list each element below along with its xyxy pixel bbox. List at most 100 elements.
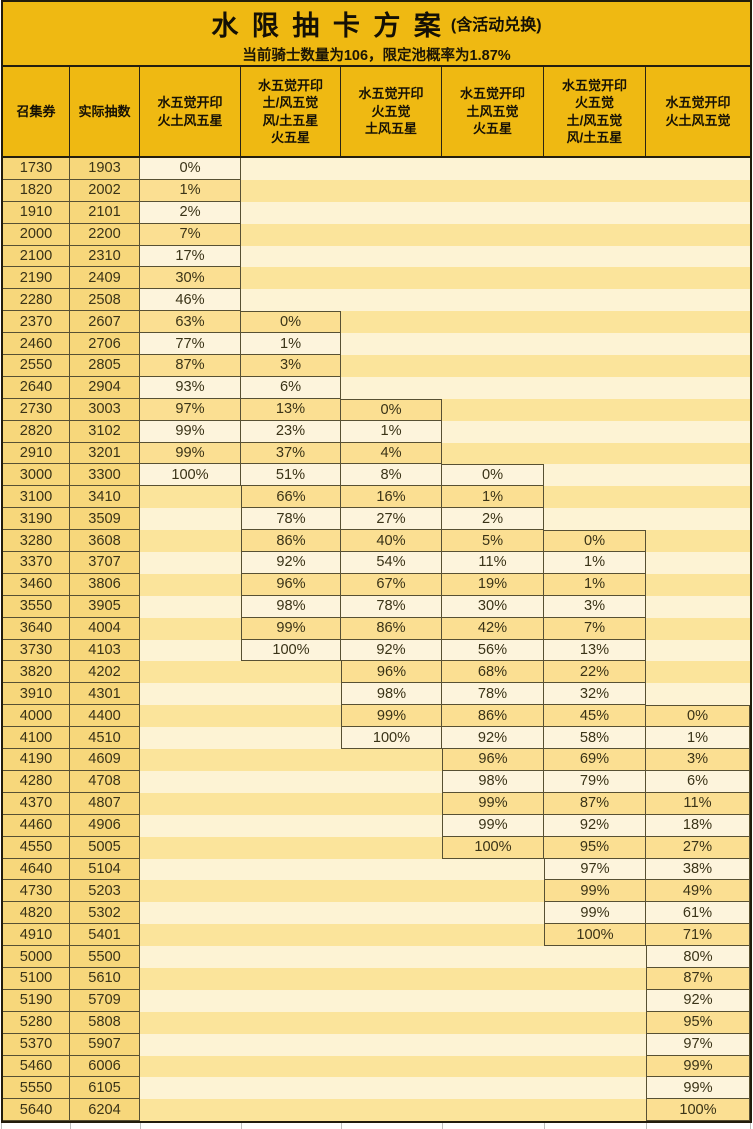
- ticket-cell[interactable]: 5370: [3, 1033, 70, 1056]
- empty-cell[interactable]: [140, 967, 241, 990]
- probability-cell[interactable]: 2%: [140, 201, 241, 224]
- empty-cell[interactable]: [140, 814, 241, 837]
- probability-cell[interactable]: 99%: [442, 792, 544, 815]
- empty-cell[interactable]: [341, 289, 442, 312]
- empty-cell[interactable]: [646, 508, 750, 531]
- empty-cell[interactable]: [241, 792, 341, 815]
- empty-cell[interactable]: [442, 333, 544, 356]
- empty-cell[interactable]: [544, 1055, 646, 1078]
- empty-cell[interactable]: [140, 530, 241, 553]
- probability-cell[interactable]: 13%: [544, 639, 646, 662]
- actual-pulls-cell[interactable]: 6105: [70, 1077, 140, 1100]
- actual-pulls-cell[interactable]: 3102: [70, 420, 140, 443]
- empty-cell[interactable]: [341, 749, 442, 771]
- empty-cell[interactable]: [140, 924, 241, 947]
- ticket-cell[interactable]: 1820: [3, 179, 70, 202]
- empty-cell[interactable]: [544, 989, 646, 1012]
- empty-cell[interactable]: [241, 661, 341, 684]
- actual-pulls-cell[interactable]: 5104: [70, 858, 140, 881]
- ticket-cell[interactable]: 2280: [3, 289, 70, 312]
- empty-cell[interactable]: [140, 880, 241, 903]
- column-header-plan-5[interactable]: 水五觉开印 火五觉 土/风五觉 风/土五星: [544, 67, 646, 156]
- actual-pulls-cell[interactable]: 5005: [70, 836, 140, 859]
- probability-cell[interactable]: 7%: [140, 223, 241, 246]
- actual-pulls-cell[interactable]: 5302: [70, 902, 140, 925]
- empty-cell[interactable]: [341, 946, 442, 968]
- empty-cell[interactable]: [140, 727, 241, 750]
- ticket-cell[interactable]: 4640: [3, 858, 70, 881]
- empty-cell[interactable]: [442, 179, 544, 202]
- ticket-cell[interactable]: 3550: [3, 595, 70, 618]
- actual-pulls-cell[interactable]: 1903: [70, 158, 140, 180]
- ticket-cell[interactable]: 3640: [3, 617, 70, 640]
- actual-pulls-cell[interactable]: 5500: [70, 946, 140, 968]
- empty-cell[interactable]: [140, 617, 241, 640]
- empty-cell[interactable]: [544, 508, 646, 531]
- ticket-cell[interactable]: 1730: [3, 158, 70, 180]
- probability-cell[interactable]: 68%: [442, 661, 544, 684]
- empty-cell[interactable]: [341, 333, 442, 356]
- probability-cell[interactable]: 3%: [646, 749, 750, 771]
- empty-cell[interactable]: [544, 355, 646, 377]
- empty-cell[interactable]: [241, 727, 341, 750]
- probability-cell[interactable]: 99%: [140, 442, 241, 465]
- empty-cell[interactable]: [241, 902, 341, 925]
- probability-cell[interactable]: 42%: [442, 617, 544, 640]
- probability-cell[interactable]: 78%: [442, 683, 544, 706]
- probability-cell[interactable]: 99%: [646, 1055, 750, 1078]
- empty-cell[interactable]: [646, 245, 750, 268]
- empty-cell[interactable]: [140, 486, 241, 509]
- actual-pulls-cell[interactable]: 5401: [70, 924, 140, 947]
- probability-cell[interactable]: 37%: [241, 442, 341, 465]
- probability-cell[interactable]: 49%: [646, 880, 750, 903]
- empty-cell[interactable]: [544, 420, 646, 443]
- probability-cell[interactable]: 1%: [544, 552, 646, 574]
- actual-pulls-cell[interactable]: 2607: [70, 311, 140, 334]
- empty-cell[interactable]: [140, 989, 241, 1012]
- empty-cell[interactable]: [140, 552, 241, 574]
- ticket-cell[interactable]: 4820: [3, 902, 70, 925]
- probability-cell[interactable]: 100%: [140, 464, 241, 487]
- ticket-cell[interactable]: 3910: [3, 683, 70, 706]
- actual-pulls-cell[interactable]: 4906: [70, 814, 140, 837]
- ticket-cell[interactable]: 3100: [3, 486, 70, 509]
- empty-cell[interactable]: [140, 705, 241, 728]
- probability-cell[interactable]: 87%: [140, 355, 241, 377]
- actual-pulls-cell[interactable]: 3905: [70, 595, 140, 618]
- actual-pulls-cell[interactable]: 2002: [70, 179, 140, 202]
- probability-cell[interactable]: 0%: [442, 464, 544, 487]
- empty-cell[interactable]: [544, 946, 646, 968]
- ticket-cell[interactable]: 3730: [3, 639, 70, 662]
- probability-cell[interactable]: 78%: [241, 508, 341, 531]
- empty-cell[interactable]: [646, 376, 750, 399]
- actual-pulls-cell[interactable]: 5709: [70, 989, 140, 1012]
- empty-cell[interactable]: [646, 573, 750, 596]
- probability-cell[interactable]: 0%: [646, 705, 750, 728]
- actual-pulls-cell[interactable]: 2200: [70, 223, 140, 246]
- probability-cell[interactable]: 13%: [241, 398, 341, 421]
- ticket-cell[interactable]: 4280: [3, 770, 70, 793]
- probability-cell[interactable]: 1%: [544, 573, 646, 596]
- probability-cell[interactable]: 100%: [341, 727, 442, 750]
- ticket-cell[interactable]: 4730: [3, 880, 70, 903]
- ticket-cell[interactable]: 2730: [3, 398, 70, 421]
- probability-cell[interactable]: 1%: [341, 420, 442, 443]
- empty-cell[interactable]: [241, 749, 341, 771]
- probability-cell[interactable]: 92%: [442, 727, 544, 750]
- empty-cell[interactable]: [140, 1077, 241, 1100]
- empty-cell[interactable]: [140, 639, 241, 662]
- empty-cell[interactable]: [442, 1099, 544, 1122]
- empty-cell[interactable]: [241, 770, 341, 793]
- probability-cell[interactable]: 8%: [341, 464, 442, 487]
- ticket-cell[interactable]: 4370: [3, 792, 70, 815]
- empty-cell[interactable]: [341, 311, 442, 334]
- empty-cell[interactable]: [341, 858, 442, 881]
- empty-cell[interactable]: [140, 683, 241, 706]
- empty-cell[interactable]: [646, 661, 750, 684]
- empty-cell[interactable]: [646, 486, 750, 509]
- probability-cell[interactable]: 99%: [442, 814, 544, 837]
- empty-cell[interactable]: [646, 639, 750, 662]
- empty-cell[interactable]: [341, 376, 442, 399]
- empty-cell[interactable]: [442, 311, 544, 334]
- empty-cell[interactable]: [341, 792, 442, 815]
